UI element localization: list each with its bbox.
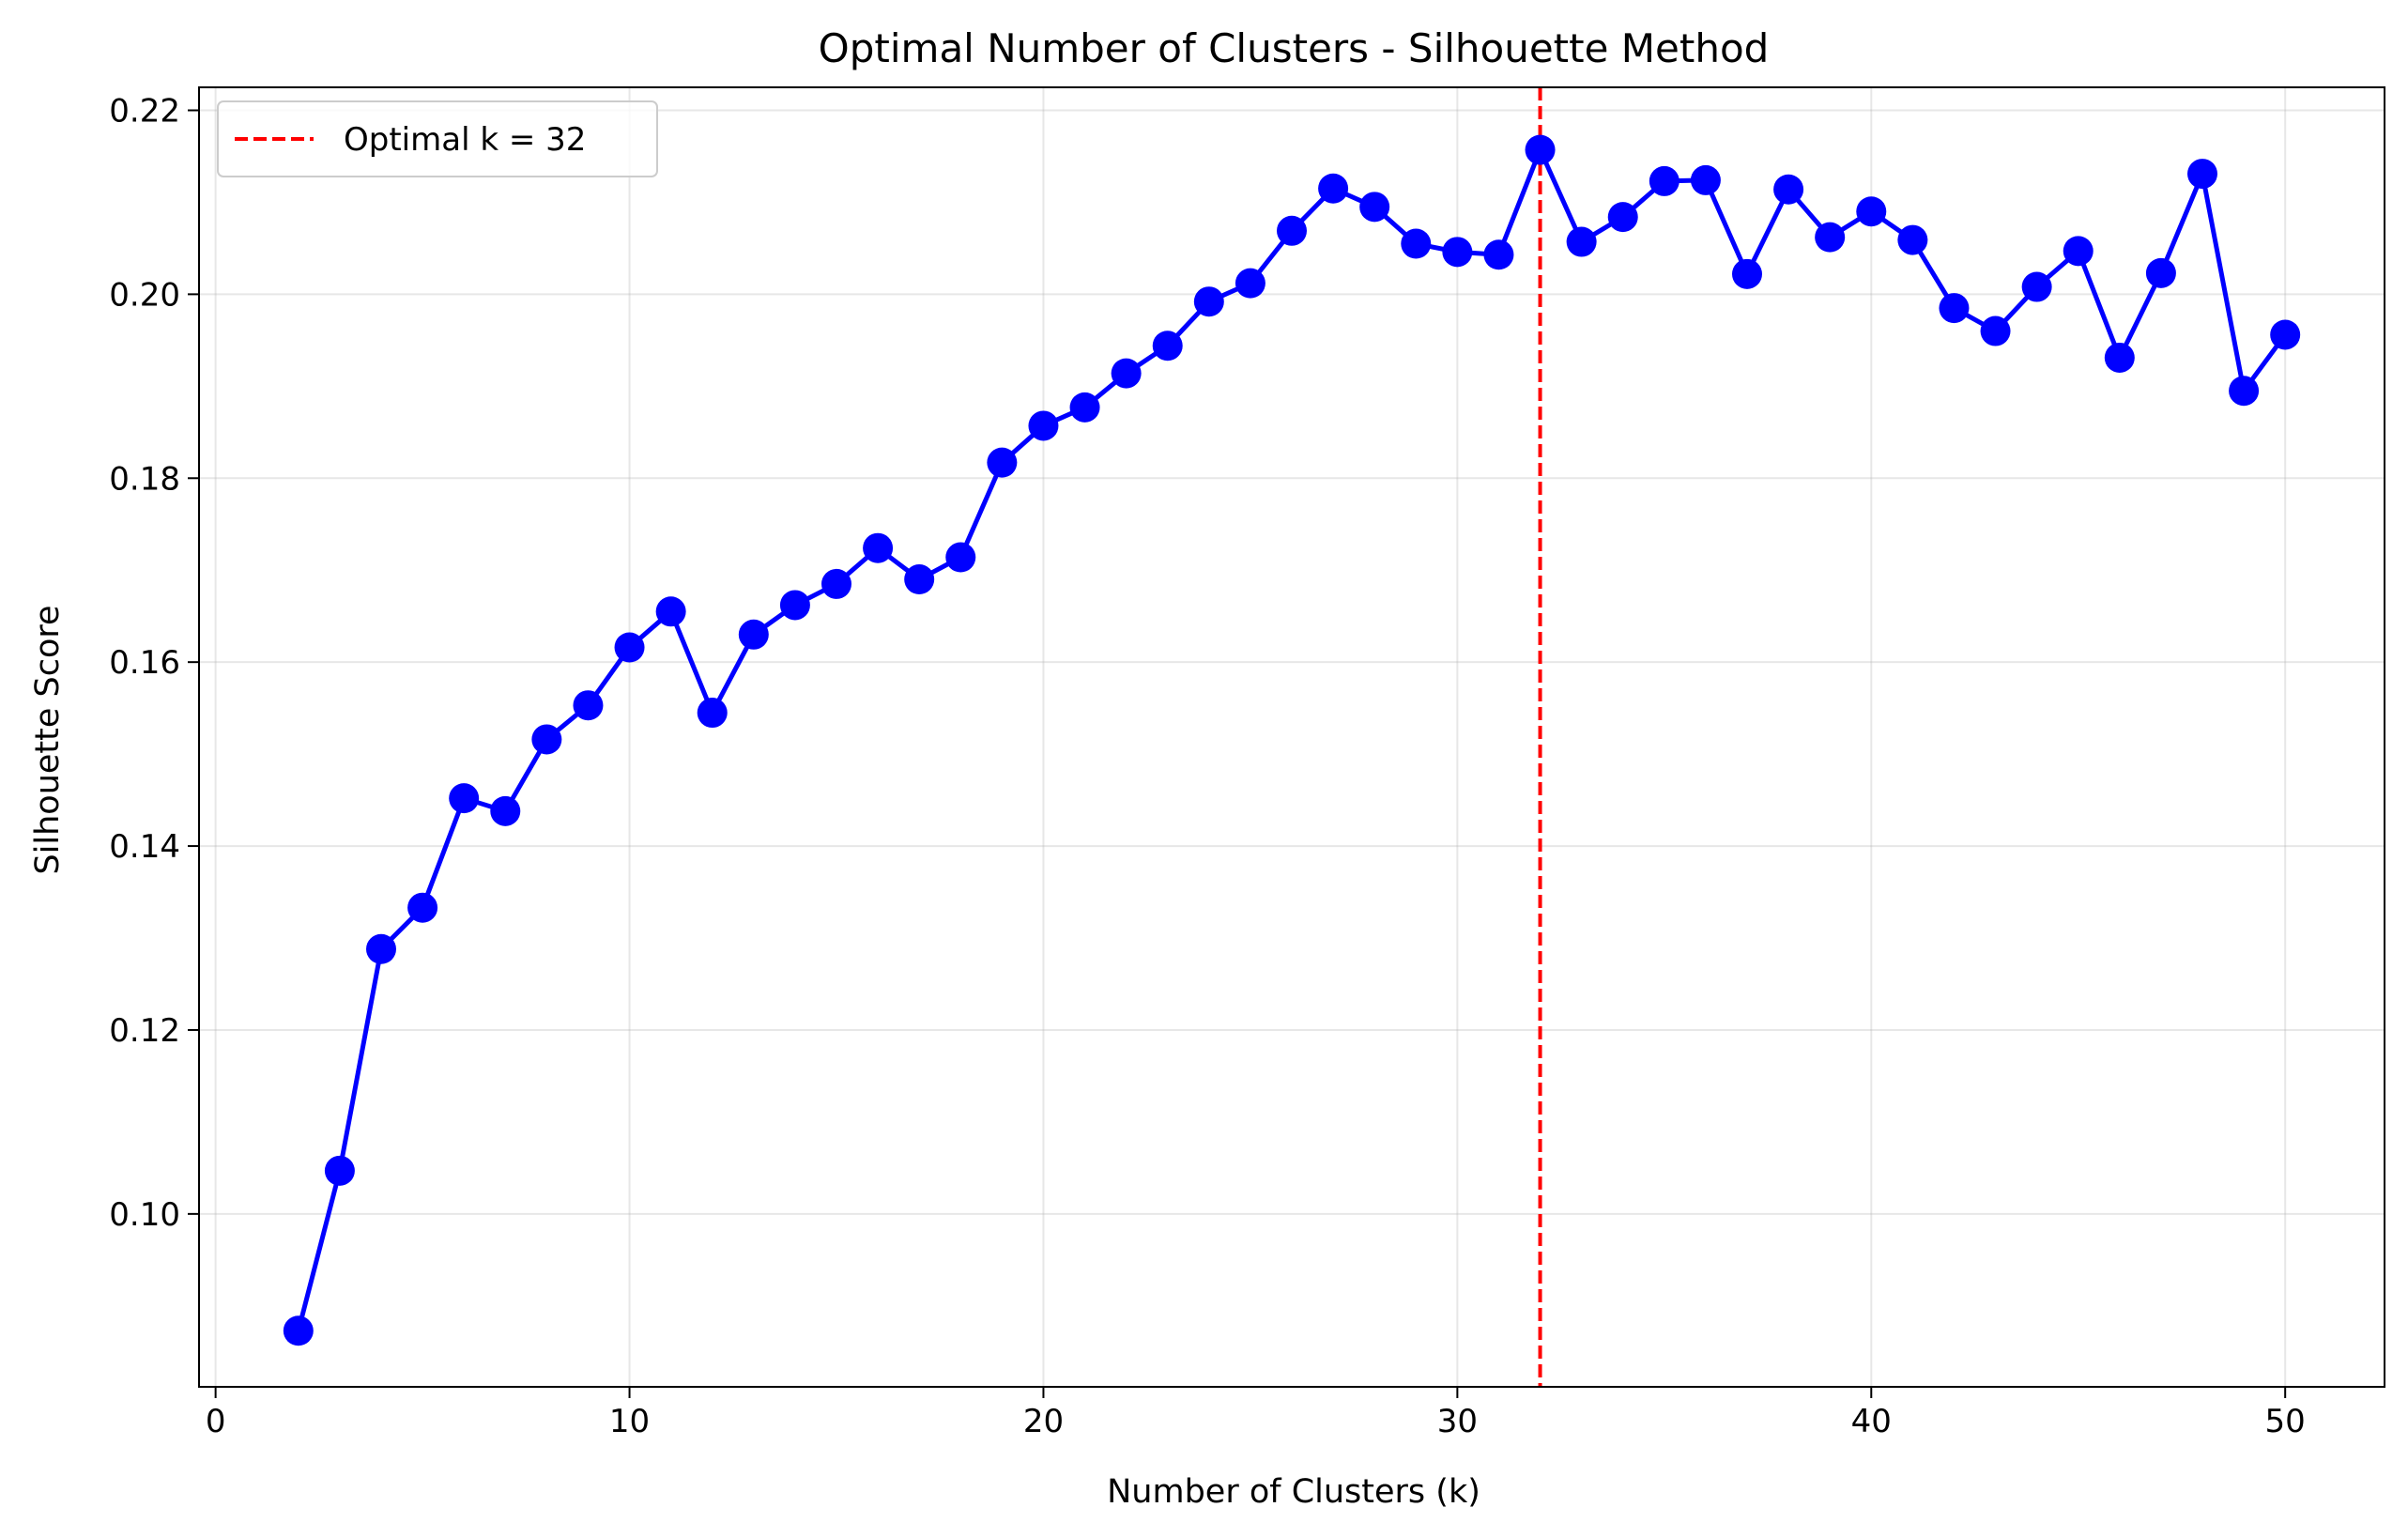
data-point: [1277, 215, 1307, 246]
y-tick-label: 0.10: [109, 1196, 180, 1234]
x-tick-label: 10: [609, 1403, 650, 1440]
y-tick-label: 0.12: [109, 1012, 180, 1050]
data-point: [987, 447, 1018, 478]
data-point: [1607, 202, 1638, 233]
data-point: [1649, 165, 1679, 196]
data-point: [531, 724, 562, 755]
data-point: [1773, 174, 1804, 205]
data-point: [2145, 257, 2176, 288]
data-point: [779, 590, 810, 621]
data-point: [1815, 222, 1846, 253]
series-group: [283, 134, 2301, 1346]
chart-title: Optimal Number of Clusters - Silhouette …: [819, 25, 1770, 71]
x-tick-label: 40: [1851, 1403, 1892, 1440]
data-point: [324, 1155, 355, 1186]
x-tick-label: 20: [1023, 1403, 1064, 1440]
data-point: [863, 532, 894, 563]
data-point: [2063, 236, 2094, 267]
data-point: [1442, 237, 1473, 268]
data-point: [697, 698, 728, 729]
y-tick-label: 0.22: [109, 92, 180, 130]
data-point: [1028, 410, 1059, 441]
grid-lines: [199, 87, 2385, 1387]
legend-entry-optimal-k: Optimal k = 32: [344, 121, 586, 159]
data-point: [366, 933, 396, 964]
data-point: [904, 564, 935, 595]
data-point: [1566, 226, 1597, 257]
data-point: [1690, 164, 1721, 195]
data-point: [1318, 173, 1349, 204]
data-point: [614, 632, 645, 663]
data-point: [1525, 134, 1556, 165]
axes-frame: [198, 86, 2385, 1388]
data-point: [1111, 358, 1142, 389]
y-tick-label: 0.18: [109, 460, 180, 498]
x-tick-label: 0: [206, 1403, 226, 1440]
data-point: [2021, 271, 2052, 302]
data-point: [945, 542, 976, 573]
data-point: [738, 619, 769, 650]
x-axis-label: Number of Clusters (k): [1107, 1473, 1480, 1511]
x-tick-label: 50: [2265, 1403, 2306, 1440]
data-point: [283, 1315, 314, 1346]
data-point: [1939, 293, 1970, 324]
data-point: [1069, 392, 1100, 423]
y-tick-label: 0.16: [109, 644, 180, 682]
data-point: [407, 892, 438, 923]
data-point: [2104, 342, 2135, 373]
data-point: [2187, 159, 2217, 190]
data-point: [573, 690, 604, 721]
data-point: [1401, 228, 1432, 259]
data-point: [1235, 268, 1265, 299]
y-axis-ticks: 0.10 0.12 0.14 0.16 0.18 0.20 0.22: [109, 92, 199, 1234]
x-tick-label: 30: [1437, 1403, 1478, 1440]
legend: Optimal k = 32: [217, 100, 658, 177]
data-point: [2229, 376, 2260, 407]
y-axis-label: Silhouette Score: [29, 605, 67, 874]
data-point: [1152, 331, 1183, 361]
data-point: [1193, 286, 1224, 317]
y-tick-label: 0.14: [109, 828, 180, 866]
data-point: [1483, 239, 1514, 270]
data-point: [1359, 192, 1390, 223]
data-point: [821, 568, 851, 599]
data-point: [1856, 196, 1887, 227]
data-point: [490, 795, 521, 826]
data-point: [1897, 224, 1928, 255]
data-point: [1980, 315, 2011, 346]
y-tick-label: 0.20: [109, 276, 180, 314]
data-point: [449, 783, 480, 814]
data-point: [2270, 319, 2301, 350]
legend-frame: [217, 100, 658, 177]
x-axis-ticks: 0 10 20 30 40 50: [206, 1387, 2306, 1440]
data-point: [1732, 258, 1762, 289]
data-point: [655, 596, 686, 627]
